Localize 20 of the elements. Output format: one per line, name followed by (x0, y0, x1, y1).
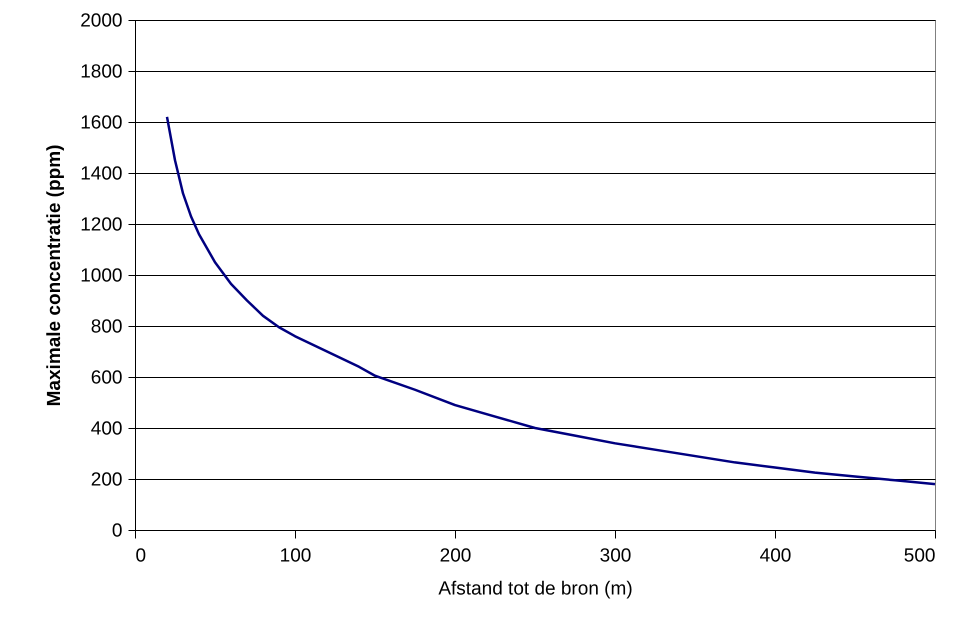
y-tick-label: 1200 (80, 214, 122, 236)
line-series (166, 116, 936, 486)
y-tick-label: 1000 (80, 266, 122, 286)
x-tick-label: 400 (760, 546, 792, 566)
x-tick-label: 0 (136, 546, 146, 566)
y-tick-label: 200 (90, 470, 122, 490)
y-tick-label: 1800 (80, 62, 122, 82)
x-tick-label: 500 (904, 546, 936, 566)
y-tick-label: 800 (90, 316, 122, 338)
y-tick-label: 600 (90, 368, 122, 388)
y-tick-label: 1400 (80, 164, 122, 184)
y-tick-label: 1600 (80, 112, 122, 134)
x-tick-label: 100 (280, 546, 312, 566)
y-tick-label: 2000 (80, 10, 122, 32)
y-axis-title: Maximale concentratie (ppm) (44, 144, 66, 406)
x-tick-label: 200 (440, 546, 472, 566)
x-tick-label: 300 (600, 546, 632, 566)
y-tick-label: 400 (90, 418, 122, 440)
x-axis-title: Afstand tot de bron (m) (438, 578, 633, 600)
y-tick-label: 0 (112, 520, 122, 542)
